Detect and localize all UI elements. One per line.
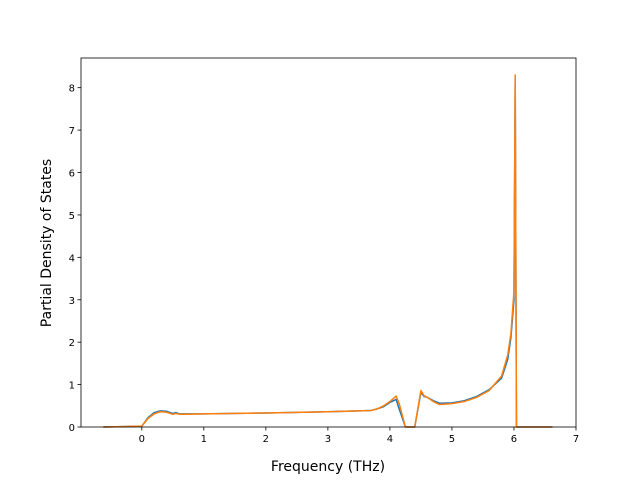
y-tick-label: 3 — [69, 296, 75, 307]
x-axis-label: Frequency (THz) — [271, 459, 385, 475]
y-tick-label: 6 — [69, 169, 75, 180]
plot-area — [81, 58, 576, 427]
data-line — [103, 74, 553, 428]
y-tick-label: 0 — [69, 423, 75, 434]
axes-frame — [80, 57, 577, 428]
y-tick-label: 5 — [69, 211, 75, 222]
x-tick-label: 7 — [573, 434, 579, 445]
y-tick-label: 4 — [69, 253, 75, 264]
y-tick-label: 1 — [69, 381, 75, 392]
x-tick-label: 6 — [511, 434, 517, 445]
x-tick-label: 4 — [387, 434, 393, 445]
x-tick-label: 1 — [201, 434, 207, 445]
x-tick-label: 0 — [139, 434, 145, 445]
data-line — [103, 78, 553, 428]
x-tick-label: 3 — [325, 434, 331, 445]
y-tick-label: 7 — [69, 126, 75, 137]
y-axis-label: Partial Density of States — [39, 159, 55, 327]
y-tick-label: 8 — [69, 84, 75, 95]
x-tick-label: 5 — [449, 434, 455, 445]
x-tick-label: 2 — [263, 434, 269, 445]
y-tick-label: 2 — [69, 338, 75, 349]
